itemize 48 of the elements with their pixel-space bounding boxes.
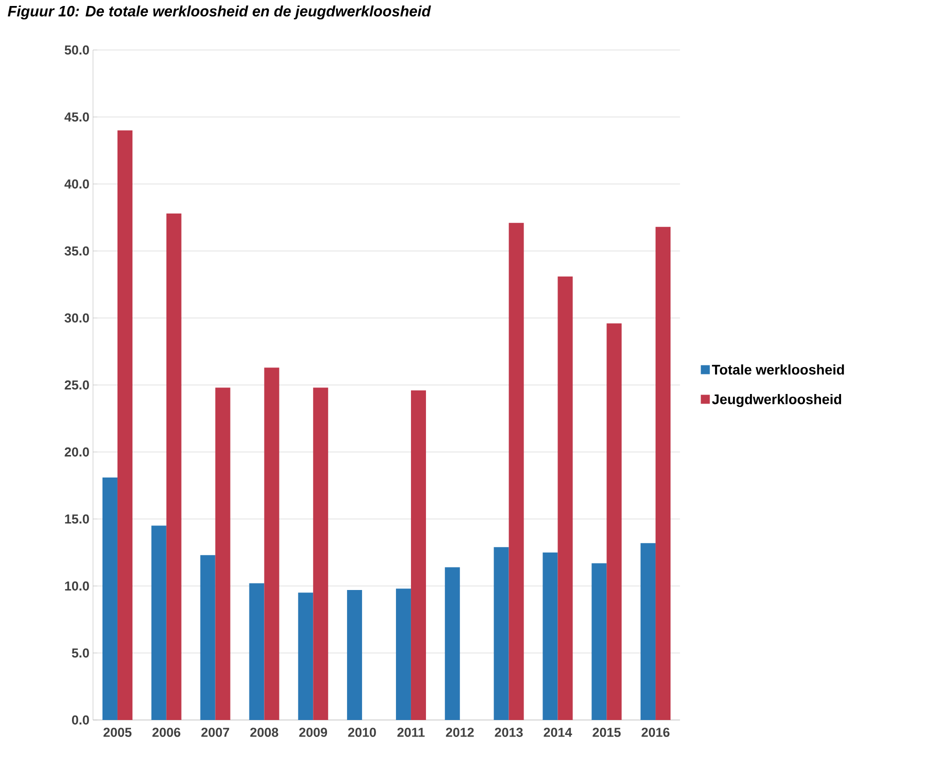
bar	[215, 388, 230, 720]
x-tick-label: 2007	[201, 728, 230, 737]
bar	[298, 592, 314, 720]
y-tick-label: 40.0	[64, 179, 89, 189]
bar	[640, 543, 656, 720]
legend-label: Totale werkloosheid	[712, 364, 844, 375]
bar	[592, 563, 607, 720]
bar	[264, 368, 280, 720]
x-tick-label: 2006	[152, 728, 180, 737]
bar	[396, 588, 411, 720]
bar	[656, 226, 671, 720]
x-tick-label: 2008	[250, 728, 278, 737]
x-tick-label: 2009	[299, 728, 328, 737]
y-tick-label: 50.0	[64, 45, 89, 55]
bar	[151, 526, 166, 720]
bar	[508, 222, 524, 720]
x-tick-label: 2016	[642, 728, 670, 737]
x-tick-label: 2015	[592, 728, 621, 737]
bar	[410, 390, 426, 720]
x-tick-label: 2013	[494, 728, 523, 737]
y-tick-label: 30.0	[64, 313, 89, 323]
bar	[117, 130, 132, 720]
y-tick-label: 5.0	[72, 648, 89, 658]
x-tick-label: 2014	[544, 728, 572, 737]
bar	[313, 388, 328, 720]
bar	[558, 276, 573, 720]
legend-label: Jeugdwerkloosheid	[712, 394, 842, 408]
x-tick-label: 2010	[348, 728, 376, 737]
y-tick-label: 25.0	[64, 380, 89, 390]
x-tick-label: 2012	[446, 728, 474, 737]
bar	[542, 552, 558, 720]
y-tick-label: 15.0	[65, 514, 89, 524]
y-tick-label: 35.0	[64, 246, 89, 256]
y-tick-label: 0.0	[72, 715, 89, 725]
chart-title: Figuur 10: De totale werkloosheid en de jeugdwerkloosheid	[8, 6, 431, 20]
x-tick-label: 2005	[104, 728, 132, 737]
bar	[444, 567, 460, 720]
bar	[200, 555, 216, 720]
bar	[102, 477, 118, 720]
bar	[249, 583, 264, 720]
y-tick-label: 20.0	[64, 447, 89, 457]
y-tick-label: 45.0	[64, 112, 89, 122]
bar	[494, 547, 509, 720]
y-tick-label: 10.0	[65, 581, 89, 591]
bar	[606, 323, 622, 720]
bar	[347, 590, 362, 720]
x-tick-label: 2011	[397, 728, 425, 737]
bar	[166, 213, 182, 720]
